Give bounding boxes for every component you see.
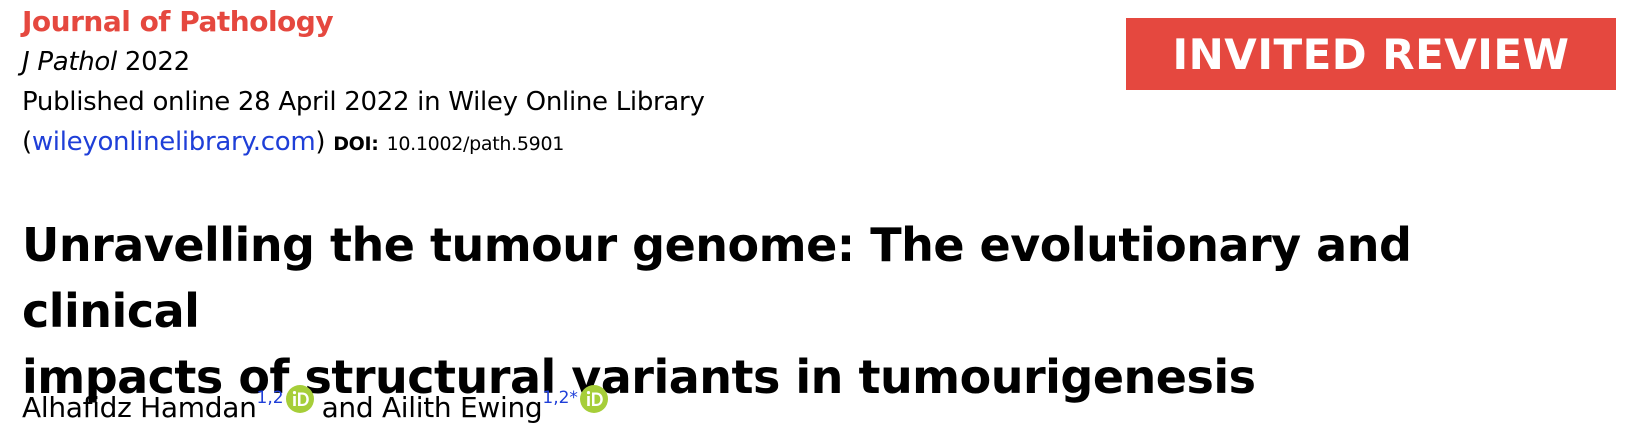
doi-label: DOI:	[333, 133, 379, 155]
orcid-icon[interactable]	[579, 385, 608, 413]
orcid-icon[interactable]	[285, 385, 314, 413]
authors-conjunction: and	[321, 391, 374, 424]
doi-value[interactable]: 10.1002/path.5901	[386, 133, 565, 155]
author-list: Alhafidz Hamdan1,2 and Ailith Ewing1,2*	[22, 378, 616, 428]
author-name[interactable]: Ailith Ewing	[381, 391, 543, 424]
paren-open: (	[22, 127, 32, 157]
journal-abbrev: J Pathol	[22, 47, 117, 77]
article-type-badge: INVITED REVIEW	[1126, 18, 1616, 90]
published-line: Published online 28 April 2022 in Wiley …	[22, 87, 705, 117]
journal-year: 2022	[124, 47, 190, 77]
title-line-1: Unravelling the tumour genome: The evolu…	[22, 218, 1412, 338]
author-affiliation[interactable]: 1,2	[256, 388, 284, 408]
article-title: Unravelling the tumour genome: The evolu…	[22, 212, 1602, 410]
website-link[interactable]: wileyonlinelibrary.com	[31, 127, 316, 157]
journal-citation: J Pathol 2022	[22, 42, 705, 82]
title-line-2: impacts of structural variants in tumour…	[22, 350, 1256, 404]
journal-name: Journal of Pathology	[22, 5, 334, 38]
author-name[interactable]: Alhafidz Hamdan	[22, 391, 257, 424]
author-affiliation[interactable]: 1,2*	[542, 388, 578, 408]
paren-close: )	[315, 127, 326, 157]
journal-header: Journal of Pathology J Pathol 2022 Publi…	[22, 2, 705, 164]
doi-line: (wileyonlinelibrary.com) DOI: 10.1002/pa…	[22, 122, 705, 164]
